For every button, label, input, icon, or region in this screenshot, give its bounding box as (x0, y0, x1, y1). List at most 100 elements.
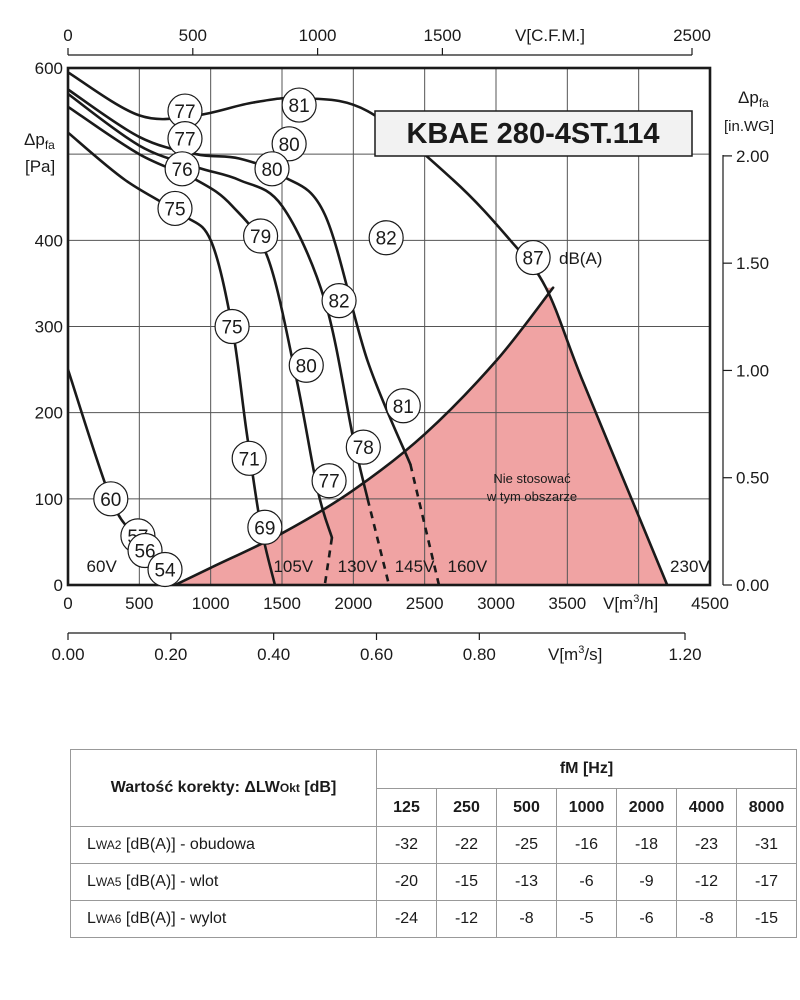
left-axis-label-main: Δp (24, 130, 45, 149)
dba-label: 78 (345, 429, 381, 465)
system-curve (173, 286, 555, 585)
dba-label: 77 (311, 463, 347, 499)
dba-label: 77 (167, 121, 203, 157)
dba-label-text: 75 (221, 318, 242, 339)
dba-label-text: 69 (254, 518, 275, 539)
table-cell: -6 (616, 900, 677, 938)
bottom-tick-label: 4500 (691, 594, 729, 613)
dba-label: 75 (157, 190, 193, 227)
right-tick-label: 2.00 (736, 147, 769, 166)
dba-label-circle (271, 126, 307, 162)
frequency-header-cell: 2000 (616, 788, 677, 827)
left-tick-label: 200 (35, 404, 63, 423)
frequency-header-cell: 250 (436, 788, 497, 827)
row-label: LWA2 [dB(A)] - obudowa (70, 826, 377, 864)
dba-label: 80 (254, 151, 290, 187)
dba-label-text: 82 (376, 229, 397, 250)
table-cell: -20 (376, 863, 437, 901)
left-tick-label: 100 (35, 490, 63, 509)
table-cell: -15 (736, 900, 797, 938)
m3s-tick-label: 0.00 (51, 645, 84, 664)
dba-label: 56 (127, 532, 163, 569)
frequency-row: 125 250 500 1000 2000 4000 8000 (71, 788, 797, 827)
bottom-tick-label: 3000 (477, 594, 515, 613)
dba-label-circle (243, 218, 279, 254)
chart-title: KBAE 280-4ST.114 (406, 118, 659, 150)
dba-label-text: 80 (296, 356, 317, 377)
dba-label: 81 (281, 87, 317, 123)
right-tick-label: 1.50 (736, 254, 769, 273)
table-cell: -8 (496, 900, 557, 938)
frequency-header-cell: 1000 (556, 788, 617, 827)
row-label: LWA6 [dB(A)] - wylot (70, 900, 377, 938)
top-tick-label: 1500 (423, 26, 461, 45)
curve-130V (68, 105, 334, 539)
dba-label-text: 75 (164, 199, 185, 220)
bottom-tick-label: 2000 (334, 594, 372, 613)
dba-label: 87 (515, 239, 551, 276)
correction-table: Wartość korekty: ΔLWOkt [dB] fM [Hz] 125… (70, 749, 797, 938)
table-cell: -23 (676, 826, 737, 864)
m3s-axis-label: V[m3/s] (548, 644, 602, 664)
top-tick-label: 1000 (299, 26, 337, 45)
dba-label-circle (247, 509, 283, 545)
table-header-label: Wartość korekty: ΔLWOkt [dB] (70, 749, 377, 827)
top-tick-label: 2500 (673, 26, 711, 45)
table-cell: -24 (376, 900, 437, 938)
table-cell: -18 (616, 826, 677, 864)
voltage-label-105V: 105V (273, 557, 313, 576)
curve-145V (68, 92, 369, 501)
dba-label-text: 81 (289, 96, 310, 117)
right-axis-label: Δpfa (738, 88, 769, 110)
table-cell: -31 (736, 826, 797, 864)
dba-label-text: 77 (174, 130, 195, 151)
dba-label-circle (147, 551, 183, 588)
frequency-header-cell: 500 (496, 788, 557, 827)
plot-frame (66, 66, 712, 587)
dba-label-circle (281, 87, 317, 123)
dba-label: 80 (288, 347, 324, 383)
m3s-tick-label: 0.80 (463, 645, 496, 664)
table-cell: -6 (556, 863, 617, 901)
curve-105V (68, 131, 277, 585)
dba-label: 79 (243, 218, 279, 254)
dba-unit-label: dB(A) (559, 249, 602, 268)
dba-label-text: 77 (319, 472, 340, 493)
left-tick-label: 400 (35, 231, 63, 250)
dba-label: 76 (164, 151, 200, 187)
dba-label-text: 77 (174, 102, 195, 123)
left-axis-ticks: 0 100 200 300 400 600 (35, 59, 63, 595)
dba-label: 60 (93, 481, 129, 517)
table-row: LWA6 [dB(A)] - wylot -24 -12 -8 -5 -6 -8 -15 (70, 900, 797, 938)
right-axis-ticks: 2.00 1.50 1.00 0.50 0.00 (723, 147, 769, 595)
dba-label-circle (311, 463, 347, 499)
right-axis-unit: [in.WG] (724, 118, 774, 135)
dashed-line-145V (366, 498, 391, 585)
voltage-label-145V: 145V (395, 557, 435, 576)
bottom-axis-ticks: 0 500 1000 1500 2000 2500 3000 3500 4500 (63, 594, 729, 613)
table-body: LWA2 [dB(A)] - obudowa -32 -22 -25 -16 -18 -23… (70, 826, 797, 938)
bottom-tick-label: 0 (63, 594, 72, 613)
dba-label-text: 60 (100, 490, 121, 511)
m3s-tick-label: 0.40 (257, 645, 290, 664)
table-cell: -32 (376, 826, 437, 864)
m3s-tick-label: 1.20 (668, 645, 701, 664)
frequency-group-header: fM [Hz] (376, 749, 797, 789)
dba-label-text: 54 (154, 560, 176, 581)
dba-label: 69 (247, 509, 283, 545)
dba-label-text: 80 (279, 135, 300, 156)
voltage-label-130V: 130V (338, 557, 378, 576)
title-box (374, 110, 693, 157)
table-cell: -16 (556, 826, 617, 864)
dba-label: 71 (231, 440, 267, 476)
top-axis-ticks: 0 500 1000 1500 2500 (63, 26, 711, 55)
dba-label: 82 (321, 283, 357, 319)
bottom-tick-label: 1000 (192, 594, 230, 613)
dba-label-circle (164, 151, 200, 187)
dba-label-text: 79 (250, 227, 271, 248)
dba-label-circle (254, 151, 290, 187)
dba-label-text: 71 (239, 449, 260, 470)
dashed-line-130V (323, 537, 334, 585)
frequency-header-cell: 125 (376, 788, 437, 827)
table-cell: -25 (496, 826, 557, 864)
